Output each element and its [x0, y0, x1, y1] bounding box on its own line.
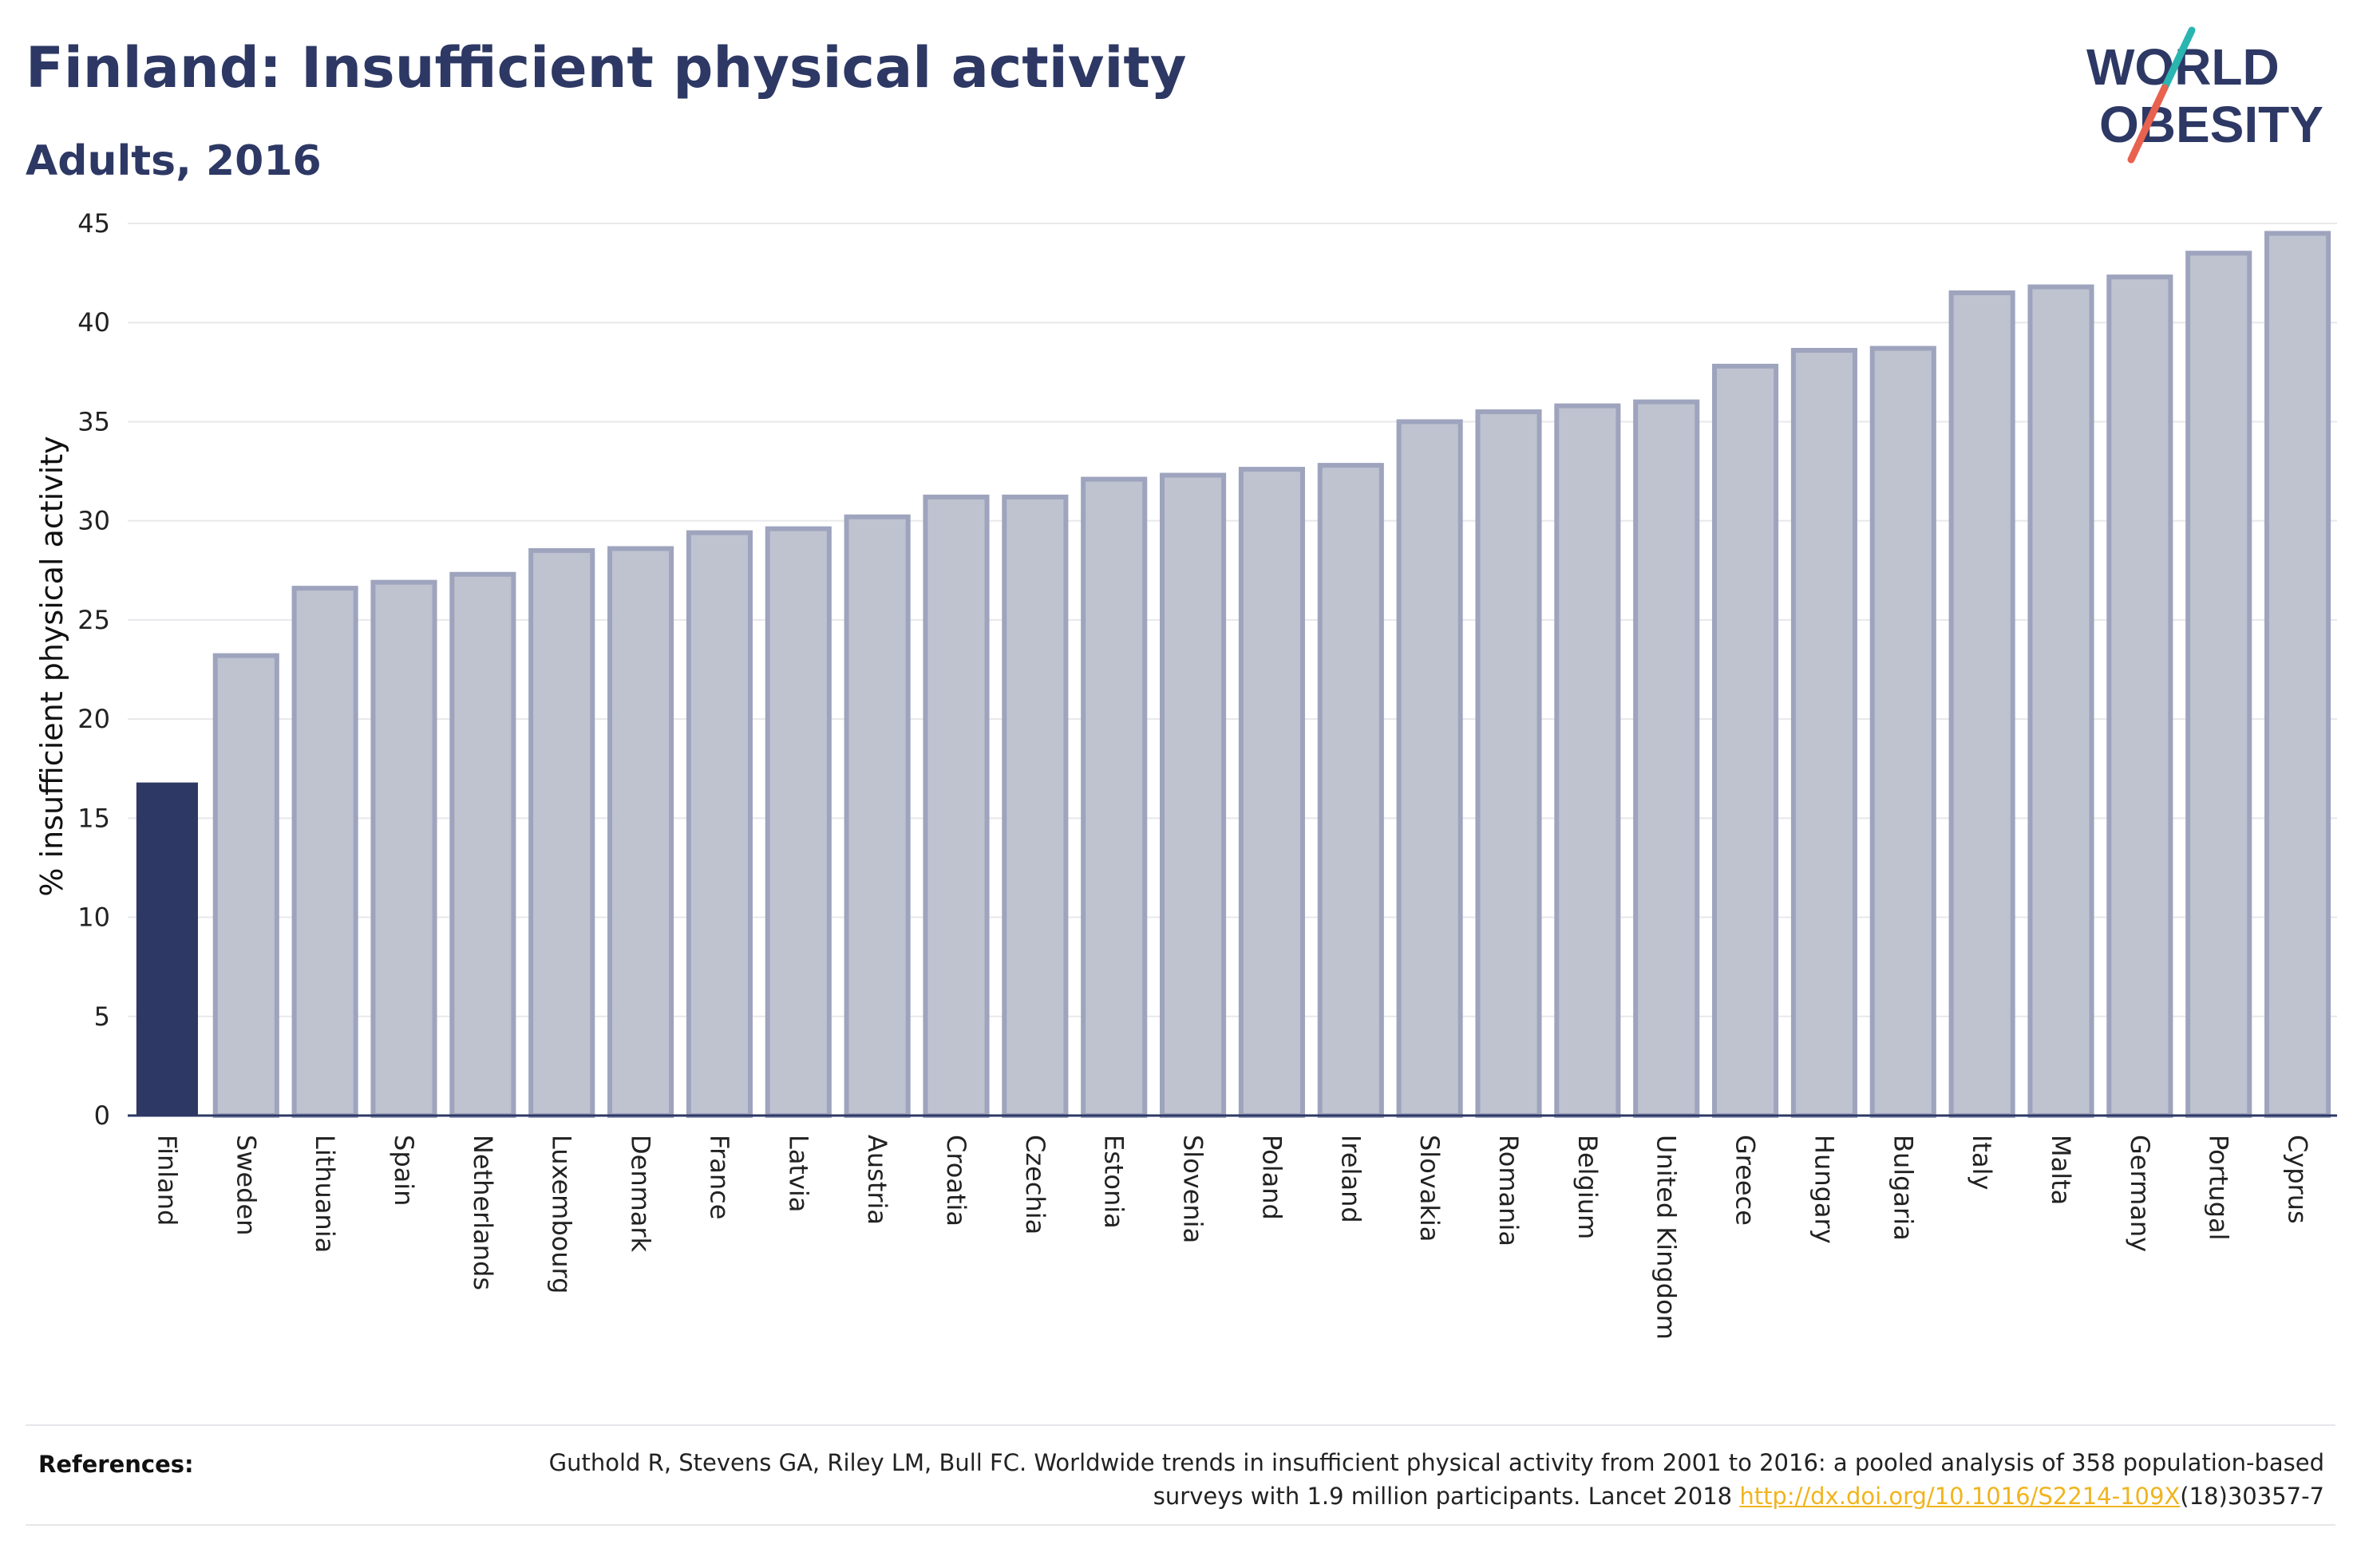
- bar-bulgaria: [1869, 346, 1936, 1118]
- bar-czechia: [1002, 494, 1069, 1118]
- x-tick-label: Malta: [2046, 1135, 2076, 1205]
- bars: [136, 231, 2331, 1119]
- x-tick-label: Romania: [1493, 1135, 1524, 1246]
- y-tick-label: 45: [77, 208, 110, 239]
- logo-slash-red: [2127, 84, 2169, 164]
- y-axis-title: % insufficient physical activity: [34, 436, 69, 896]
- x-tick-label: Greece: [1730, 1135, 1761, 1226]
- x-tick-label: Luxembourg: [547, 1135, 577, 1294]
- y-tick-label: 0: [94, 1100, 110, 1131]
- bar-chart: 0 5 10 15 20 25 30 35 40 45 Finland Sweden Lithuania…: [34, 208, 2337, 1340]
- references-divider-top: [26, 1424, 2335, 1426]
- x-tick-label: Czechia: [1020, 1135, 1050, 1234]
- bar-france: [686, 530, 753, 1119]
- x-tick-label: Croatia: [941, 1135, 971, 1226]
- y-tick-label: 25: [77, 605, 110, 635]
- x-tick-label: Austria: [862, 1135, 892, 1225]
- reference-doi-link[interactable]: http://dx.doi.org/10.1016/S2214-109X: [1739, 1483, 2181, 1510]
- y-tick-label: 20: [77, 704, 110, 734]
- axes: 0 5 10 15 20 25 30 35 40 45 Finland Sweden Lithuania…: [77, 208, 2337, 1340]
- bar-sweden: [212, 653, 279, 1118]
- x-tick-label: Finland: [152, 1135, 182, 1226]
- bar-spain: [370, 579, 437, 1118]
- bar-croatia: [923, 494, 990, 1118]
- bar-romania: [1475, 409, 1542, 1118]
- bar-slovenia: [1160, 472, 1227, 1119]
- bar-netherlands: [449, 571, 516, 1119]
- x-tick-label: Denmark: [626, 1135, 656, 1253]
- bar-poland: [1238, 467, 1305, 1118]
- references-text: Guthold R, Stevens GA, Riley LM, Bull FC…: [488, 1446, 2324, 1513]
- logo-line2: OBESITY: [2099, 96, 2323, 153]
- x-tick-label: Estonia: [1099, 1135, 1129, 1229]
- chart-subtitle: Adults, 2016: [26, 137, 322, 185]
- bar-cyprus: [2264, 231, 2331, 1118]
- bar-malta: [2027, 284, 2094, 1119]
- bar-slovakia: [1396, 419, 1463, 1118]
- bar-ireland: [1317, 463, 1384, 1118]
- x-tick-label: Slovakia: [1414, 1135, 1445, 1242]
- y-tick-label: 35: [77, 406, 110, 436]
- bar-latvia: [765, 526, 832, 1118]
- x-tick-label: Netherlands: [468, 1135, 498, 1290]
- x-tick-label: Poland: [1256, 1135, 1287, 1220]
- chart-title: Finland: Insufficient physical activity: [26, 35, 1187, 101]
- x-tick-label: Belgium: [1572, 1135, 1603, 1239]
- bar-luxembourg: [528, 547, 595, 1118]
- references-label: References:: [38, 1451, 194, 1478]
- world-obesity-logo: WORLD OBESITY: [2086, 26, 2323, 164]
- y-tick-label: 30: [77, 506, 110, 536]
- bar-hungary: [1790, 348, 1857, 1118]
- reference-citation-suffix: (18)30357-7: [2180, 1483, 2324, 1510]
- x-tick-label: Cyprus: [2283, 1135, 2313, 1224]
- x-tick-label: Portugal: [2204, 1135, 2234, 1241]
- bar-united-kingdom: [1633, 399, 1700, 1119]
- bar-belgium: [1554, 403, 1621, 1118]
- x-tick-label: Lithuania: [310, 1135, 340, 1253]
- bar-austria: [844, 514, 911, 1119]
- x-tick-label: Bulgaria: [1888, 1135, 1918, 1241]
- reference-citation: Guthold R, Stevens GA, Riley LM, Bull FC…: [548, 1449, 2324, 1510]
- x-tick-label: Ireland: [1335, 1135, 1366, 1223]
- bar-estonia: [1081, 476, 1148, 1118]
- y-tick-label: 15: [77, 803, 110, 833]
- y-tick-label: 40: [77, 307, 110, 338]
- x-tick-label: Hungary: [1809, 1135, 1839, 1244]
- logo-slash-teal: [2161, 26, 2196, 92]
- x-tick-label: Sweden: [231, 1135, 261, 1235]
- x-tick-label: Spain: [389, 1135, 419, 1206]
- bar-italy: [1948, 290, 2015, 1118]
- y-tick-label: 10: [77, 902, 110, 933]
- bar-denmark: [607, 546, 674, 1118]
- x-tick-label: Latvia: [783, 1135, 813, 1212]
- x-tick-label: Italy: [1967, 1135, 1997, 1190]
- x-tick-label: Slovenia: [1178, 1135, 1208, 1243]
- bar-germany: [2106, 274, 2173, 1119]
- x-tick-label: France: [704, 1135, 734, 1219]
- y-tick-label: 5: [94, 1001, 110, 1032]
- references-divider-bottom: [26, 1524, 2335, 1526]
- x-tick-label: Germany: [2125, 1135, 2155, 1252]
- x-tick-label: United Kingdom: [1651, 1135, 1682, 1340]
- bar-portugal: [2185, 251, 2252, 1118]
- bar-lithuania: [291, 586, 358, 1119]
- bar-finland: [136, 782, 198, 1116]
- bar-greece: [1712, 363, 1779, 1118]
